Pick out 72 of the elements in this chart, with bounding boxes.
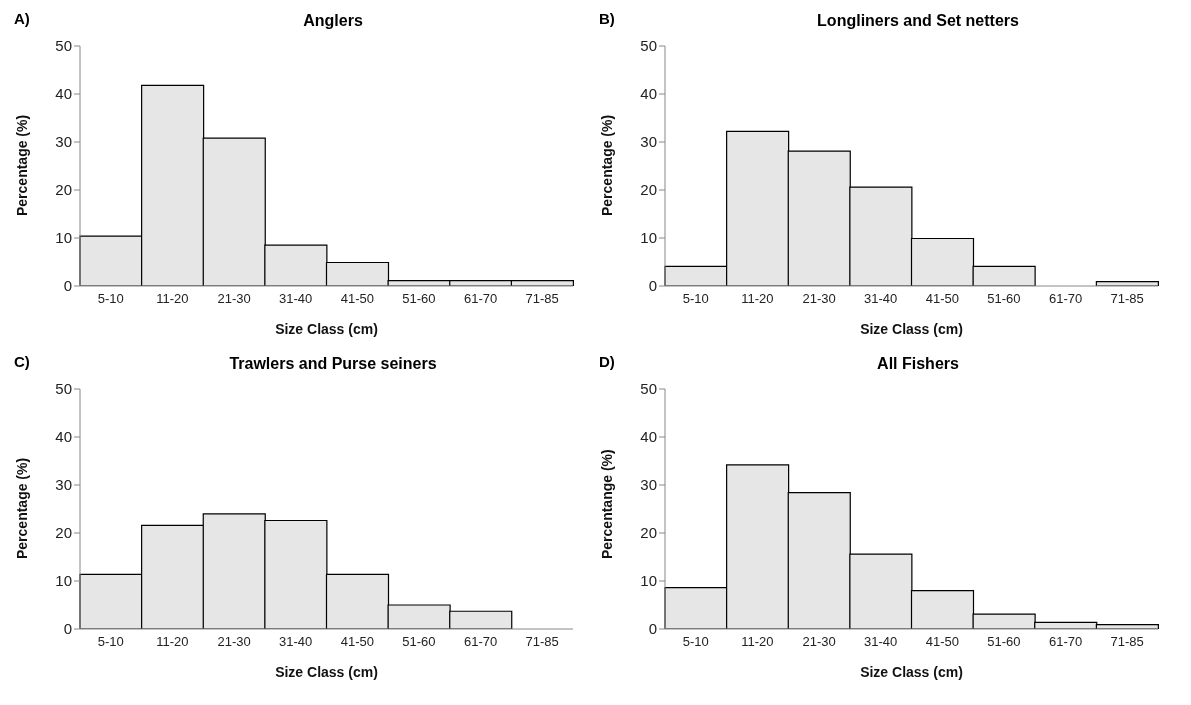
x-tick-label: 11-20 xyxy=(741,291,774,307)
x-tick-label: 31-40 xyxy=(864,291,898,307)
x-tick-label: 71-85 xyxy=(525,634,559,650)
y-tick-label: 40 xyxy=(640,85,657,103)
x-tick-label: 41-50 xyxy=(925,634,959,650)
x-tick-label: 51-60 xyxy=(987,634,1021,650)
y-tick-label: 40 xyxy=(55,428,72,446)
y-axis-title: Percentage (%) xyxy=(13,457,30,559)
x-axis-title: Size Class (cm) xyxy=(860,664,963,680)
x-tick-label: 31-40 xyxy=(279,634,313,650)
x-tick-label: 31-40 xyxy=(864,634,898,650)
y-tick-label: 40 xyxy=(55,85,72,103)
chart-title: Anglers xyxy=(302,12,364,30)
x-tick-label: 71-85 xyxy=(525,291,559,307)
y-tick-label: 0 xyxy=(648,277,657,295)
x-tick-label: 51-60 xyxy=(402,291,436,307)
x-axis-title: Size Class (cm) xyxy=(275,664,378,680)
x-tick-label: 11-20 xyxy=(741,634,774,650)
x-tick-label: 5-10 xyxy=(97,291,124,307)
y-tick-label: 0 xyxy=(63,277,72,295)
y-tick-label: 30 xyxy=(55,133,72,151)
x-tick-label: 61-70 xyxy=(463,634,498,650)
y-tick-label: 30 xyxy=(640,476,657,494)
y-tick-label: 10 xyxy=(640,229,657,247)
y-tick-label: 20 xyxy=(640,524,657,542)
x-tick-label: 41-50 xyxy=(340,291,374,307)
y-tick-label: 20 xyxy=(640,181,657,199)
text: D) xyxy=(599,353,615,370)
y-tick-label: 20 xyxy=(55,524,72,542)
y-tick-label: 10 xyxy=(55,229,72,247)
y-tick-label: 10 xyxy=(55,572,72,590)
text: B) xyxy=(599,10,615,27)
x-tick-label: 21-30 xyxy=(802,634,836,650)
y-axis-title: Percentage (%) xyxy=(598,114,615,216)
x-tick-label: 41-50 xyxy=(925,291,959,307)
y-tick-label: 50 xyxy=(55,380,72,398)
chart-title: All Fishers xyxy=(876,355,960,373)
y-tick-label: 50 xyxy=(640,37,657,55)
x-axis-title: Size Class (cm) xyxy=(275,321,378,337)
x-axis-title: Size Class (cm) xyxy=(860,321,963,337)
text: A) xyxy=(14,10,30,27)
y-tick-label: 50 xyxy=(640,380,657,398)
x-tick-label: 11-20 xyxy=(156,634,189,650)
chart-title: Longliners and Set netters xyxy=(816,12,1020,30)
y-tick-label: 0 xyxy=(648,620,657,638)
x-tick-label: 61-70 xyxy=(1048,634,1083,650)
x-tick-label: 61-70 xyxy=(1048,291,1083,307)
x-tick-label: 21-30 xyxy=(802,291,836,307)
chart-title: Trawlers and Purse seiners xyxy=(228,355,438,373)
y-tick-label: 0 xyxy=(63,620,72,638)
x-tick-label: 61-70 xyxy=(463,291,498,307)
y-tick-label: 50 xyxy=(55,37,72,55)
y-tick-label: 10 xyxy=(640,572,657,590)
y-tick-label: 20 xyxy=(55,181,72,199)
y-axis-title: Percentage (%) xyxy=(13,114,30,216)
x-tick-label: 51-60 xyxy=(987,291,1021,307)
y-tick-label: 30 xyxy=(640,133,657,151)
x-tick-label: 71-85 xyxy=(1110,634,1144,650)
x-tick-label: 71-85 xyxy=(1110,291,1144,307)
x-tick-label: 5-10 xyxy=(97,634,124,650)
x-tick-label: 51-60 xyxy=(402,634,436,650)
x-tick-label: 5-10 xyxy=(682,634,709,650)
y-tick-label: 40 xyxy=(640,428,657,446)
x-tick-label: 21-30 xyxy=(217,291,251,307)
text: C) xyxy=(14,353,30,370)
x-tick-label: 5-10 xyxy=(682,291,709,307)
y-axis-title: Percentange (%) xyxy=(598,449,615,559)
x-tick-label: 41-50 xyxy=(340,634,374,650)
x-tick-label: 31-40 xyxy=(279,291,313,307)
x-tick-label: 11-20 xyxy=(156,291,189,307)
x-tick-label: 21-30 xyxy=(217,634,251,650)
y-tick-label: 30 xyxy=(55,476,72,494)
